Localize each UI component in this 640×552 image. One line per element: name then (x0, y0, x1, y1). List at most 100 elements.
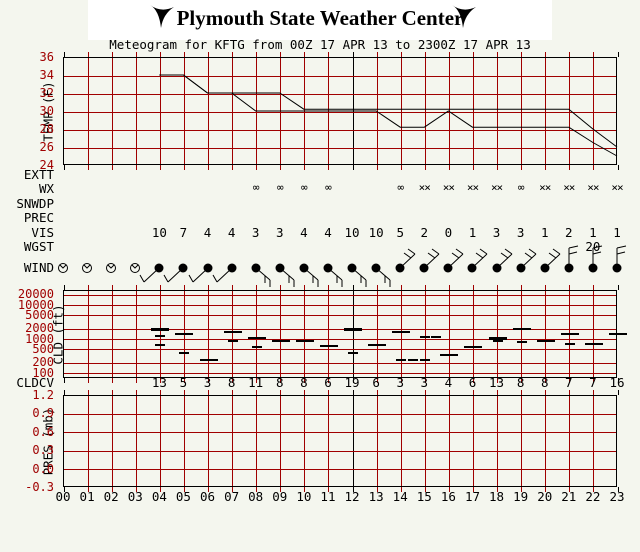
hour-tick-top (159, 285, 161, 290)
hour-tick-bottom (448, 487, 450, 492)
wx-value: ×× (490, 181, 503, 194)
hour-tick-bottom (448, 165, 450, 170)
hour-tick-bottom (232, 487, 234, 492)
hour-tick-top (87, 285, 89, 290)
hour-gridline (232, 291, 234, 377)
hour-tick-bottom (617, 378, 619, 383)
hour-tick-top (304, 52, 306, 57)
hour-tick-bottom (304, 165, 306, 170)
hour-label: 14 (392, 489, 408, 504)
hour-tick-top (63, 390, 65, 395)
vis-value: 1 (613, 225, 621, 240)
hour-tick-top (232, 52, 234, 57)
hour-gridline (497, 58, 499, 164)
pres-gridline (64, 413, 616, 415)
cld-ytick-label: 20000 (17, 287, 54, 302)
hour-tick-top (232, 390, 234, 395)
hour-tick-bottom (183, 378, 185, 383)
vis-value: 3 (251, 225, 260, 240)
temp-gridline (64, 111, 616, 113)
hour-label: 12 (344, 489, 360, 504)
temp-gridline (64, 147, 616, 149)
hour-tick-bottom (400, 487, 402, 492)
hour-gridline (111, 58, 113, 164)
cld-gridline (64, 339, 616, 341)
hour-tick-top (304, 285, 306, 290)
hour-tick-bottom (328, 378, 330, 383)
hour-label: 01 (79, 489, 95, 504)
pres-gridline (64, 450, 616, 452)
hour-gridline (352, 396, 354, 486)
hour-tick-bottom (280, 487, 282, 492)
hour-tick-bottom (376, 487, 378, 492)
hour-tick-bottom (63, 165, 65, 170)
vis-value: 7 (179, 225, 188, 240)
wind-barb-sw (139, 263, 164, 283)
hour-tick-top (424, 52, 426, 57)
temp-gridline (64, 129, 616, 131)
hour-tick-top (352, 390, 354, 395)
hour-gridline (497, 291, 499, 377)
hour-gridline (232, 58, 234, 164)
hour-tick-bottom (183, 487, 185, 492)
hour-tick-bottom (135, 487, 137, 492)
hour-tick-bottom (111, 165, 113, 170)
cld-gridline (64, 328, 616, 330)
wind-barb-sw (188, 263, 213, 283)
wind-barb-ne (443, 248, 464, 273)
cld-ytick-label: 5000 (25, 307, 54, 322)
title-strip (88, 0, 552, 40)
hour-tick-bottom (521, 165, 523, 170)
cldcv-value: 13 (489, 375, 505, 390)
hour-tick-top (256, 390, 258, 395)
hour-label: 22 (585, 489, 601, 504)
cld-ytick-label: 2000 (25, 321, 54, 336)
cloud-layer-mark (420, 359, 431, 362)
hour-tick-bottom (111, 378, 113, 383)
cloud-layer-mark (247, 337, 266, 340)
hour-tick-bottom (448, 378, 450, 383)
hour-gridline (208, 291, 210, 377)
hour-tick-bottom (352, 378, 354, 383)
hour-gridline (593, 58, 595, 164)
cld-gridline (64, 373, 616, 375)
hour-tick-bottom (352, 487, 354, 492)
hour-tick-bottom (256, 378, 258, 383)
wind-barb-se (347, 263, 367, 287)
cld-gridline (64, 362, 616, 364)
hour-tick-top (472, 390, 474, 395)
vis-value: 2 (420, 225, 429, 240)
hour-tick-top (328, 390, 330, 395)
hour-tick-top (545, 285, 547, 290)
hour-label: 23 (609, 489, 625, 504)
hour-tick-bottom (352, 165, 354, 170)
cloud-layer-mark (488, 336, 507, 340)
pres-ytick-label: 0.3 (32, 443, 54, 458)
hour-tick-top (569, 390, 571, 395)
cldcv-value: 8 (540, 375, 549, 390)
hour-tick-top (472, 285, 474, 290)
wx-value: ∞ (397, 181, 404, 194)
cldcv-value: 19 (344, 375, 360, 390)
hour-tick-bottom (569, 165, 571, 170)
hour-tick-top (63, 52, 65, 57)
hour-tick-top (280, 52, 282, 57)
wx-value: ×× (442, 181, 455, 194)
hour-label: 04 (151, 489, 167, 504)
hour-label: 05 (175, 489, 191, 504)
hour-tick-bottom (400, 165, 402, 170)
dewpoint-trace (159, 74, 618, 157)
hour-tick-bottom (304, 487, 306, 492)
wx-value: ×× (539, 181, 551, 194)
vis-value: 4 (227, 225, 236, 240)
wind-barb-calm (82, 263, 93, 273)
temp-trace-svg (159, 74, 618, 157)
hour-tick-bottom (87, 378, 89, 383)
hour-tick-top (497, 52, 499, 57)
snwdp-row-label: SNWDP (16, 196, 54, 211)
cloud-layer-mark (492, 340, 503, 343)
cloud-layer-mark (536, 340, 555, 343)
temp-ytick-label: 36 (39, 50, 54, 64)
hour-label: 08 (248, 489, 264, 504)
hour-gridline (256, 291, 258, 377)
